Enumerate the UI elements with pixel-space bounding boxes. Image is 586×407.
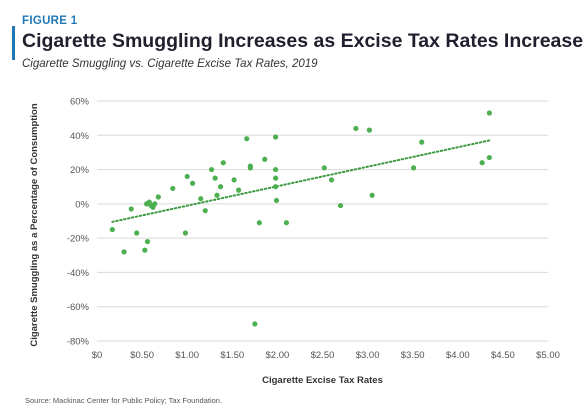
x-tick-label: $3.50 <box>401 350 425 361</box>
data-point <box>272 175 279 181</box>
data-point <box>369 192 375 198</box>
y-tick-label: -40% <box>67 268 90 279</box>
x-axis-title: Cigarette Excise Tax Rates <box>262 375 383 386</box>
source-note: Source: Mackinac Center for Public Polic… <box>25 396 223 405</box>
x-tick-label: $3.00 <box>356 350 380 361</box>
data-point <box>244 136 250 142</box>
data-point <box>184 173 190 180</box>
y-tick-label: -20% <box>67 234 90 245</box>
x-tick-label: $0 <box>92 350 103 361</box>
data-point <box>366 127 373 133</box>
data-point <box>142 247 148 253</box>
data-point <box>152 201 158 207</box>
y-axis-ticks: 60% 40% 20% 0% -20% -40% -60% -80% <box>67 97 90 348</box>
chart-subtitle: Cigarette Smuggling vs. Cigarette Excise… <box>22 58 318 70</box>
data-point <box>212 175 218 181</box>
x-tick-label: $1.00 <box>175 350 199 361</box>
x-tick-label: $2.50 <box>311 350 335 361</box>
x-axis-ticks: $0 $0.50 $1.00 $1.50 $2.00 $2.50 $3.00 $3.50 $4.… <box>92 350 560 361</box>
chart-title: Cigarette Smuggling Increases as Excise … <box>22 30 584 52</box>
x-tick-label: $4.50 <box>491 350 515 361</box>
data-point <box>128 206 134 212</box>
data-point <box>272 166 279 173</box>
data-point <box>256 220 262 226</box>
data-point <box>202 208 208 214</box>
x-tick-label: $4.00 <box>446 350 470 361</box>
data-points <box>109 110 492 327</box>
data-point <box>419 139 425 145</box>
data-point <box>486 154 492 161</box>
x-tick-label: $5.00 <box>536 350 560 361</box>
y-tick-label: 60% <box>70 97 90 108</box>
data-point <box>247 165 253 171</box>
y-tick-label: 20% <box>70 165 90 176</box>
data-point <box>411 165 417 171</box>
data-point <box>231 177 237 183</box>
accent-bar <box>12 26 15 60</box>
data-point <box>190 180 196 186</box>
trendline <box>111 139 491 223</box>
data-point <box>337 202 344 209</box>
data-point <box>353 125 359 132</box>
data-point <box>283 220 290 226</box>
data-point <box>272 184 279 190</box>
y-tick-label: -60% <box>67 302 90 313</box>
y-tick-label: -80% <box>67 337 90 348</box>
data-point <box>328 177 335 183</box>
x-tick-label: $0.50 <box>130 350 154 361</box>
data-point <box>272 134 279 140</box>
y-tick-label: 40% <box>70 131 90 142</box>
data-point <box>486 110 492 116</box>
data-point <box>155 194 161 200</box>
data-point <box>134 230 140 236</box>
x-tick-label: $2.00 <box>266 350 290 361</box>
figure-label: FIGURE 1 <box>22 15 78 27</box>
y-tick-label: 0% <box>75 199 89 210</box>
data-point <box>208 166 215 173</box>
data-point <box>273 197 280 204</box>
x-tick-label: $1.50 <box>220 350 244 361</box>
data-point <box>220 160 226 166</box>
data-point <box>109 226 115 233</box>
data-point <box>214 192 220 198</box>
data-point <box>262 156 268 162</box>
data-point <box>236 187 242 193</box>
data-point <box>321 165 327 171</box>
data-point <box>252 321 258 327</box>
data-point <box>121 249 127 255</box>
gridlines <box>97 100 548 342</box>
data-point <box>170 185 176 192</box>
y-axis-title: Cigarette Smuggling as a Percentage of C… <box>29 103 40 347</box>
data-point <box>217 184 224 190</box>
data-point <box>479 160 485 166</box>
trendline-layer <box>111 139 491 223</box>
data-point <box>182 230 188 236</box>
data-point <box>198 196 204 202</box>
data-point <box>144 238 151 245</box>
